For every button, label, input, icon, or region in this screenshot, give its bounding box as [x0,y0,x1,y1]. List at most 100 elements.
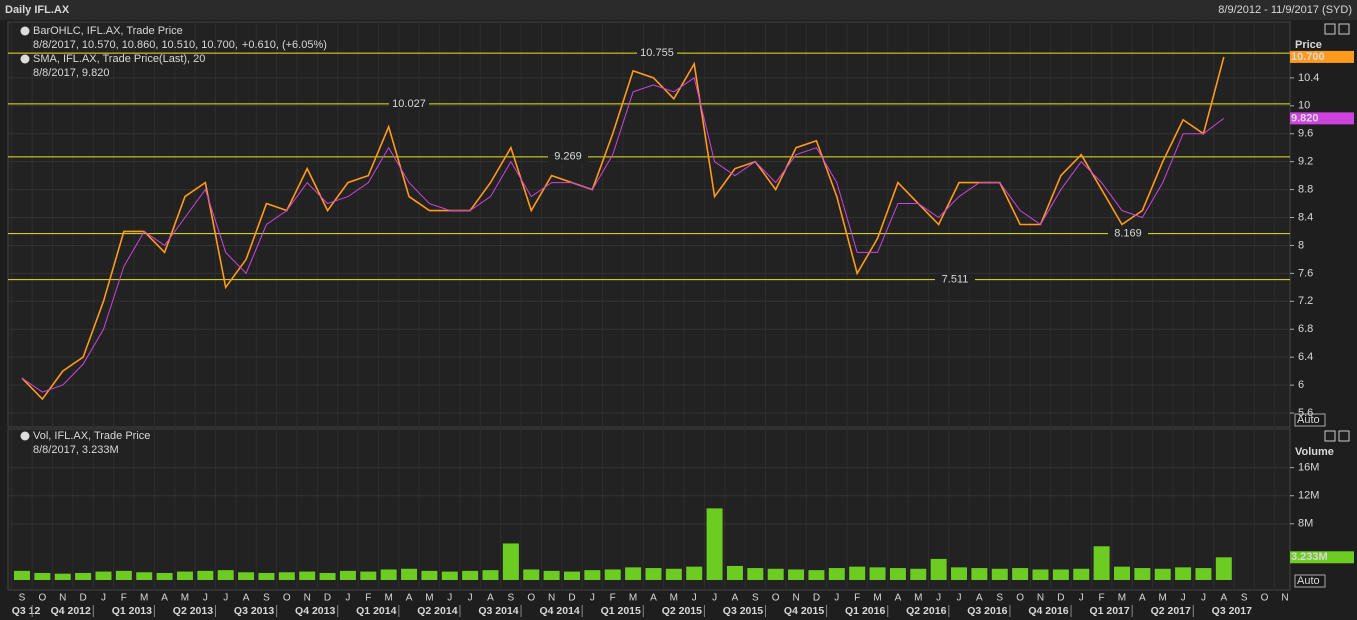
y-tick-label: 6.8 [1298,323,1313,335]
volume-bar [523,569,540,580]
volume-bar [380,569,397,580]
current-value-label: 10.700 [1291,51,1325,63]
month-label: J [936,593,941,604]
volume-bar [1154,568,1171,580]
volume-bar [991,568,1008,580]
volume-bar [115,570,132,580]
quarter-label: Q3 12 [12,605,41,617]
level-label: 10.755 [640,47,674,59]
volume-bar [339,570,356,580]
volume-bar [54,573,71,580]
level-label: 8.169 [1114,228,1142,240]
legend-name: SMA, IFL.AX, Trade Price(Last), 20 [33,53,205,65]
price-panel [7,21,1291,428]
month-label: S [752,593,759,604]
scale-mode: Auto [1297,414,1320,426]
legend-detail: 8/8/2017, 3.233M [33,444,119,456]
month-label: O [527,593,535,604]
volume-bar [482,570,499,580]
maximize-button[interactable] [1324,23,1336,35]
close-button[interactable] [1338,23,1350,35]
month-label: O [772,593,780,604]
price-line [21,56,1225,401]
quarter-label: Q3 2017 [1212,605,1252,617]
month-label: M [629,593,637,604]
month-label: N [792,593,799,604]
volume-panel [7,428,1291,591]
volume-bar [217,570,234,580]
quarter-label: Q4 2013 [295,605,335,617]
volume-bar [808,570,825,580]
title-bar [0,0,1357,20]
month-label: N [304,593,311,604]
month-label: O [1016,593,1024,604]
y-tick-label: 8.8 [1298,183,1313,195]
volume-bar [176,571,193,580]
quarter-label: Q4 2012 [51,605,91,617]
volume-bar [543,570,560,580]
month-label: J [834,593,839,604]
volume-bar [584,570,601,580]
y-tick-label: 8.4 [1298,211,1313,223]
month-label: F [1099,593,1105,604]
close-button[interactable] [1338,430,1350,442]
volume-bar [1215,557,1232,580]
volume-bar [645,568,662,580]
quarter-label: Q1 2013 [112,605,152,617]
y-tick-label: 9.6 [1298,128,1313,140]
level-label-bg [548,150,588,163]
panel-buttons[interactable] [1324,23,1350,442]
month-label: F [365,593,371,604]
scale-mode: Auto [1297,575,1320,587]
month-label: A [487,593,494,604]
y-tick-label: 10 [1298,100,1310,112]
y-tick-label: 7.6 [1298,267,1313,279]
month-label: O [283,593,291,604]
volume-bar [75,572,92,580]
maximize-button[interactable] [1324,430,1336,442]
volume-bar [889,568,906,580]
quarter-label: Q1 2015 [601,605,641,617]
month-label: A [1139,593,1146,604]
volume-bar [788,569,805,580]
scale-box [1294,413,1326,427]
month-label: J [1181,593,1186,604]
volume-bar [1134,568,1151,580]
volume-bar [971,568,988,580]
month-label: D [813,593,820,604]
volume-bar [686,566,703,580]
month-label: J [1079,593,1084,604]
legend-icon [20,431,30,441]
current-value-box [1290,551,1354,564]
quarter-label: Q2 2013 [173,605,213,617]
level-label-bg [389,97,429,110]
month-label: J [1201,593,1206,604]
scale-box [1294,574,1326,588]
month-label: D [79,593,86,604]
current-value-box [1290,112,1354,125]
month-label: D [568,593,575,604]
volume-bar [95,571,112,580]
volume-bar [441,571,458,580]
volume-bar [1073,568,1090,580]
quarter-label: Q1 2016 [845,605,885,617]
level-label-bg [1108,227,1148,240]
month-label: J [345,593,350,604]
volume-bar [14,570,30,580]
quarter-label: Q1 2014 [356,605,396,617]
quarter-label: Q3 2015 [723,605,763,617]
quarter-label: Q3 2014 [478,605,518,617]
month-label: M [914,593,922,604]
legend-icon [20,54,30,64]
month-label: A [1220,593,1227,604]
volume-bar [706,508,723,580]
level-label: 10.027 [392,98,426,110]
volume-bar [869,567,886,580]
month-label: M [873,593,881,604]
month-label: S [19,593,26,604]
level-label: 7.511 [942,274,969,286]
month-label: A [161,593,168,604]
y-tick-label: 8 [1298,239,1304,251]
volume-bar [625,567,642,580]
month-label: J [590,593,595,604]
